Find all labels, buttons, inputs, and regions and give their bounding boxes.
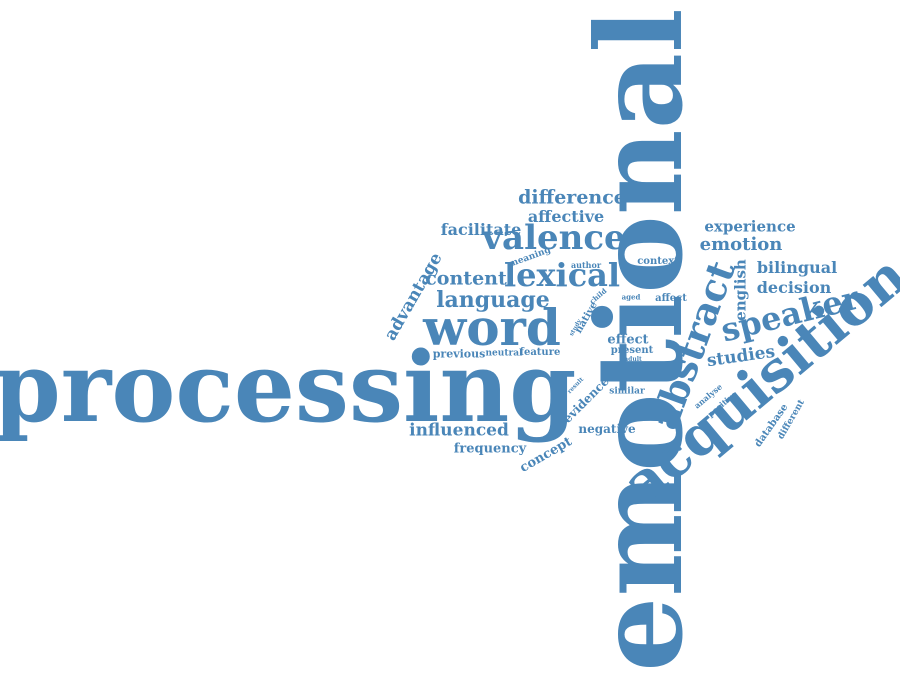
word-lexical: lexical [503,256,621,294]
word-language: language [436,287,550,313]
word-similar: similar [609,386,645,397]
word-valence: valence [482,218,626,258]
word-effect: effect [607,332,649,348]
word-processing: processing [0,331,577,444]
word-facilitate: facilitate [440,220,522,239]
word-author: author [570,260,602,270]
word-emotion: emotion [699,234,783,255]
word-affective: affective [527,207,605,226]
word-present: present [610,345,654,356]
word-negative: negative [578,422,636,436]
word-decision: decision [756,278,832,297]
word-feature: feature [519,347,561,358]
word-aged: aged [621,292,641,302]
word-adult: adult [624,356,642,363]
word-english: english [731,259,750,321]
word-difference: difference [518,186,626,209]
word-word: word [423,298,561,357]
word-frequency: frequency [453,441,527,457]
word-previous: previous [432,347,486,361]
word-influenced: influenced [409,420,509,441]
word-neutral: neutral [485,348,523,359]
word-context: context [637,256,679,267]
word-affect: affect [655,293,687,304]
word-experience: experience [704,217,796,236]
word-content: content [425,267,507,290]
word-bilingual: bilingual [756,258,838,277]
